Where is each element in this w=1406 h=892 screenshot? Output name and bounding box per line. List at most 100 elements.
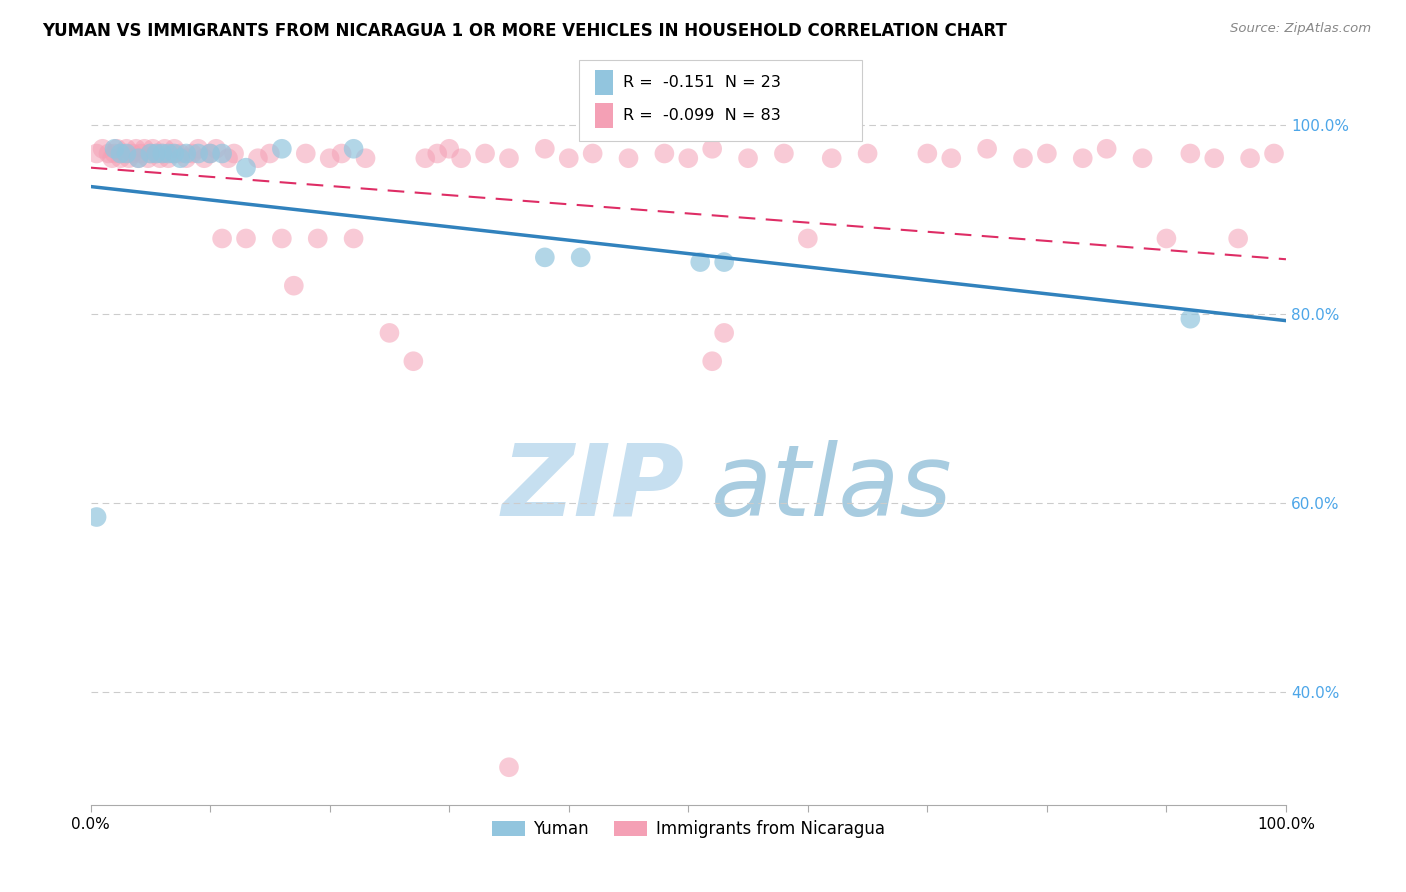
- Point: [127, 151, 149, 165]
- Point: [821, 151, 844, 165]
- Point: [110, 146, 132, 161]
- Point: [129, 146, 152, 161]
- Point: [1204, 151, 1226, 165]
- Point: [713, 255, 735, 269]
- Y-axis label: 1 or more Vehicles in Household: 1 or more Vehicles in Household: [0, 313, 7, 560]
- Point: [235, 231, 257, 245]
- Point: [534, 142, 557, 156]
- Point: [498, 151, 520, 165]
- Point: [145, 146, 167, 161]
- Point: [103, 146, 125, 161]
- Point: [1012, 151, 1035, 165]
- Point: [112, 146, 135, 161]
- Point: [330, 146, 353, 161]
- Point: [174, 151, 197, 165]
- Point: [294, 146, 316, 161]
- Point: [342, 142, 364, 156]
- Point: [101, 151, 124, 165]
- Point: [198, 146, 221, 161]
- Point: [91, 142, 114, 156]
- Point: [558, 151, 581, 165]
- Text: Source: ZipAtlas.com: Source: ZipAtlas.com: [1230, 22, 1371, 36]
- Point: [439, 142, 461, 156]
- Point: [402, 354, 425, 368]
- Point: [217, 151, 239, 165]
- Point: [617, 151, 640, 165]
- Point: [235, 161, 257, 175]
- Point: [307, 231, 329, 245]
- Point: [198, 146, 221, 161]
- Point: [1180, 311, 1202, 326]
- Point: [157, 151, 180, 165]
- Point: [569, 251, 592, 265]
- Point: [259, 146, 281, 161]
- Point: [1036, 146, 1059, 161]
- Point: [163, 146, 186, 161]
- Text: R =  -0.151  N = 23: R = -0.151 N = 23: [623, 76, 780, 90]
- Point: [654, 146, 676, 161]
- Text: ZIP: ZIP: [501, 440, 685, 537]
- Point: [115, 146, 138, 161]
- Point: [413, 151, 436, 165]
- Point: [917, 146, 939, 161]
- Point: [139, 146, 162, 161]
- Point: [426, 146, 449, 161]
- Point: [797, 231, 820, 245]
- Point: [689, 255, 711, 269]
- Point: [187, 146, 209, 161]
- Point: [157, 146, 180, 161]
- Point: [139, 146, 162, 161]
- Point: [174, 146, 197, 161]
- Point: [270, 231, 292, 245]
- Point: [773, 146, 796, 161]
- Legend: Yuman, Immigrants from Nicaragua: Yuman, Immigrants from Nicaragua: [485, 814, 891, 845]
- Point: [941, 151, 963, 165]
- Point: [702, 142, 724, 156]
- Point: [205, 142, 228, 156]
- Point: [534, 251, 557, 265]
- Point: [121, 146, 143, 161]
- Point: [127, 151, 149, 165]
- Point: [97, 146, 120, 161]
- Point: [1227, 231, 1250, 245]
- Point: [118, 151, 141, 165]
- Point: [1071, 151, 1094, 165]
- Point: [86, 510, 108, 524]
- Text: atlas: atlas: [711, 440, 952, 537]
- Point: [270, 142, 292, 156]
- Point: [1095, 142, 1118, 156]
- Point: [160, 146, 183, 161]
- Point: [149, 151, 172, 165]
- Point: [1180, 146, 1202, 161]
- Point: [211, 146, 233, 161]
- Point: [474, 146, 496, 161]
- Point: [142, 142, 165, 156]
- Point: [737, 151, 759, 165]
- Point: [378, 326, 401, 340]
- Point: [678, 151, 700, 165]
- Point: [125, 142, 148, 156]
- Point: [163, 142, 186, 156]
- Point: [498, 760, 520, 774]
- Point: [134, 142, 156, 156]
- Point: [150, 146, 173, 161]
- Point: [110, 151, 132, 165]
- Point: [187, 142, 209, 156]
- Point: [342, 231, 364, 245]
- Point: [136, 151, 159, 165]
- Point: [1132, 151, 1154, 165]
- Point: [153, 142, 176, 156]
- Point: [150, 146, 173, 161]
- Point: [169, 146, 191, 161]
- Point: [211, 231, 233, 245]
- Point: [318, 151, 340, 165]
- Point: [246, 151, 269, 165]
- Point: [582, 146, 605, 161]
- Point: [702, 354, 724, 368]
- Point: [103, 142, 125, 156]
- Point: [713, 326, 735, 340]
- Text: YUMAN VS IMMIGRANTS FROM NICARAGUA 1 OR MORE VEHICLES IN HOUSEHOLD CORRELATION C: YUMAN VS IMMIGRANTS FROM NICARAGUA 1 OR …: [42, 22, 1007, 40]
- Point: [450, 151, 472, 165]
- Point: [115, 142, 138, 156]
- Point: [86, 146, 108, 161]
